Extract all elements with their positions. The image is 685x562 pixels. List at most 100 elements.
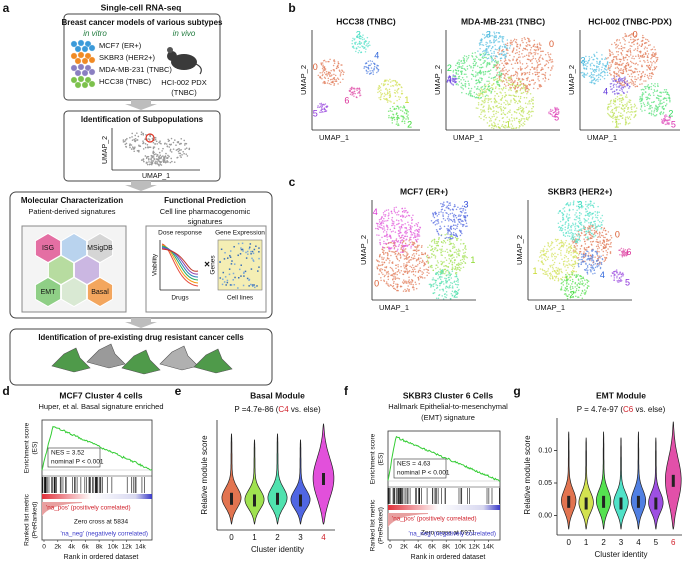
umap-dot (400, 225, 403, 228)
umap-dot (437, 297, 440, 299)
umap-dot (641, 64, 643, 67)
umap-dot (390, 241, 393, 244)
umap-dot (396, 89, 399, 91)
umap-dot (541, 257, 543, 259)
umap-dot (602, 254, 604, 256)
umap-dot (444, 250, 446, 253)
umap-dot (487, 108, 490, 111)
umap-dot (506, 42, 509, 44)
umap-dot (525, 77, 528, 80)
umap-dot (162, 155, 164, 157)
umap-dot (511, 120, 514, 122)
umap-dot (353, 92, 355, 94)
umap-dot (506, 47, 509, 49)
umap-dot (352, 93, 354, 95)
umap-dot (440, 227, 442, 229)
umap-dot (651, 72, 653, 74)
umap-dot (667, 93, 669, 95)
umap-dot (440, 273, 443, 275)
umap-dot (418, 249, 420, 252)
umap-dot (529, 103, 531, 105)
umap-dot (497, 123, 499, 125)
umap-dot (628, 101, 631, 103)
umap-dot (384, 93, 387, 96)
umap-dot (614, 116, 617, 118)
umap-dot (557, 269, 559, 272)
umap-dot (463, 58, 466, 60)
umap-dot (338, 62, 340, 65)
umap-dot (464, 215, 466, 217)
umap-dot (402, 106, 404, 109)
umap-dot (565, 273, 567, 276)
umap-dot (551, 59, 553, 61)
umap-dot (397, 105, 399, 108)
umap-dot (317, 105, 319, 107)
umap-dot (551, 264, 553, 266)
umap-dot (646, 74, 649, 77)
umap-dot (508, 69, 510, 72)
cluster-label: 4 (373, 207, 378, 217)
umap-dot (389, 81, 392, 83)
umap-dot (527, 119, 529, 121)
umap-dot (623, 66, 626, 68)
cell-icon (88, 80, 96, 88)
umap-dot (655, 97, 658, 99)
umap-dot (329, 75, 331, 78)
umap-dot (436, 286, 439, 289)
umap-dot (153, 158, 156, 160)
umap-dot (453, 213, 455, 216)
umap-dot (583, 289, 586, 291)
umap-dot (631, 70, 634, 72)
umap-dot (453, 203, 456, 206)
umap-dot (609, 102, 612, 104)
umap-dot (467, 93, 470, 96)
umap-dot (154, 162, 157, 165)
umap-dot (444, 219, 447, 221)
umap-dot (463, 252, 465, 254)
umap-dot (480, 117, 482, 120)
umap-dot (457, 84, 459, 86)
umap-dot (432, 215, 435, 217)
umap-dot (633, 43, 635, 46)
umap-dot (623, 77, 625, 79)
umap-dot (440, 234, 443, 237)
umap-dot (392, 272, 395, 275)
umap-dot (450, 81, 452, 84)
umap-dot (523, 87, 526, 89)
umap-dot (420, 257, 422, 259)
umap-dot (484, 99, 486, 101)
cluster-label: 0 (374, 279, 379, 289)
umap-dot (645, 80, 647, 82)
umap-dot (619, 84, 622, 87)
umap-dot (415, 248, 418, 250)
umap-dot (528, 52, 530, 54)
umap-dot (382, 251, 384, 253)
umap-dot (456, 277, 459, 280)
umap-dot (411, 264, 414, 266)
umap-dot (454, 289, 456, 292)
umap-dot (513, 74, 515, 77)
umap-dot (542, 77, 544, 80)
umap-dot (511, 41, 513, 43)
umap-dot (634, 63, 636, 65)
umap-dot (641, 92, 644, 94)
umap-dot (323, 76, 326, 79)
umap-dot (136, 139, 139, 141)
umap-dot (628, 69, 630, 71)
umap-dot (497, 37, 500, 40)
umap-dot (371, 69, 374, 72)
umap-dot (457, 289, 459, 292)
umap-dot (514, 52, 517, 55)
umap-dot (400, 239, 402, 242)
umap-dot (415, 250, 418, 253)
umap-dot (391, 110, 393, 113)
umap-dot (422, 272, 425, 274)
umap-dot (361, 36, 364, 39)
umap-dot (391, 122, 394, 124)
umap-dot (357, 45, 359, 48)
umap-dot (567, 266, 569, 269)
umap-dot (406, 229, 408, 231)
umap-dot (432, 285, 435, 288)
umap-dot (511, 84, 514, 87)
umap-dot (173, 139, 176, 141)
